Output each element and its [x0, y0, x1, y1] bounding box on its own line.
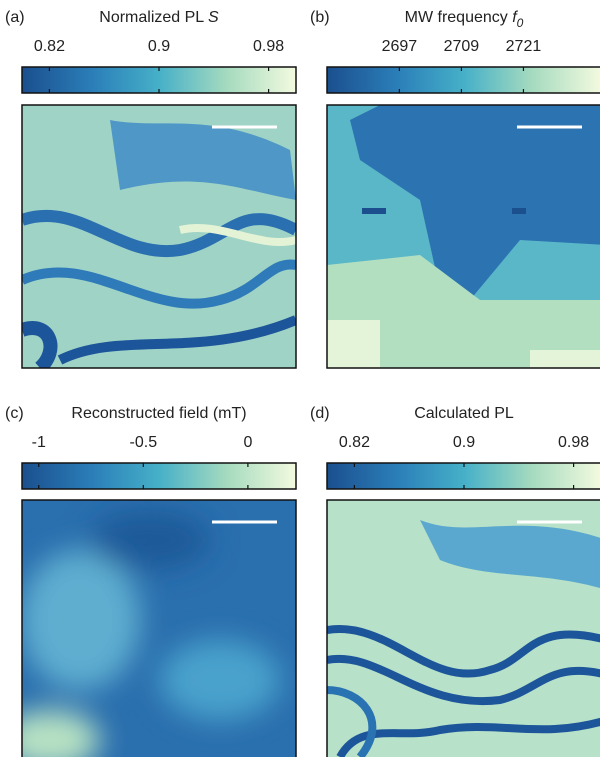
heatmap-image	[22, 105, 296, 368]
colorbar-tick-label: 0.82	[34, 38, 65, 55]
title-text: Reconstructed field (mT)	[71, 405, 246, 422]
colorbar	[21, 66, 297, 94]
colorbar-tick-label: 0.98	[253, 38, 284, 55]
title-text: Calculated PL	[414, 405, 514, 422]
panel-title: Normalized PL S	[99, 9, 219, 26]
heatmap-image	[327, 105, 600, 368]
heatmap-image	[327, 500, 600, 757]
title-subscript: 0	[517, 16, 524, 30]
colorbar-tick-label: 2709	[444, 38, 480, 55]
colorbar-tick-label: 0.9	[148, 38, 170, 55]
panel-label: (c)	[5, 405, 24, 422]
title-symbol: S	[208, 9, 219, 26]
panel-title: MW frequency f0	[405, 9, 524, 30]
title-symbol: f	[512, 9, 518, 26]
title-text: Normalized PL	[99, 9, 208, 26]
heatmap-image	[22, 500, 296, 757]
colorbar-tick-label: 0.9	[453, 434, 475, 451]
colorbar	[326, 66, 600, 94]
colorbar-tick-label: 2721	[506, 38, 542, 55]
panel-title: Reconstructed field (mT)	[71, 405, 246, 422]
panel-label: (b)	[310, 9, 330, 26]
colorbar-tick-label: 0.98	[558, 434, 589, 451]
colorbar-tick-label: 2697	[382, 38, 418, 55]
panel-label: (d)	[310, 405, 330, 422]
colorbar-tick-label: -0.5	[130, 434, 158, 451]
title-text: MW frequency	[405, 9, 513, 26]
panel-title: Calculated PL	[414, 405, 514, 422]
colorbar-tick-label: -1	[32, 434, 46, 451]
colorbar	[21, 462, 297, 490]
colorbar-tick-label: 0.82	[339, 434, 370, 451]
colorbar-tick-label: 0	[243, 434, 252, 451]
panel-label: (a)	[5, 9, 25, 26]
